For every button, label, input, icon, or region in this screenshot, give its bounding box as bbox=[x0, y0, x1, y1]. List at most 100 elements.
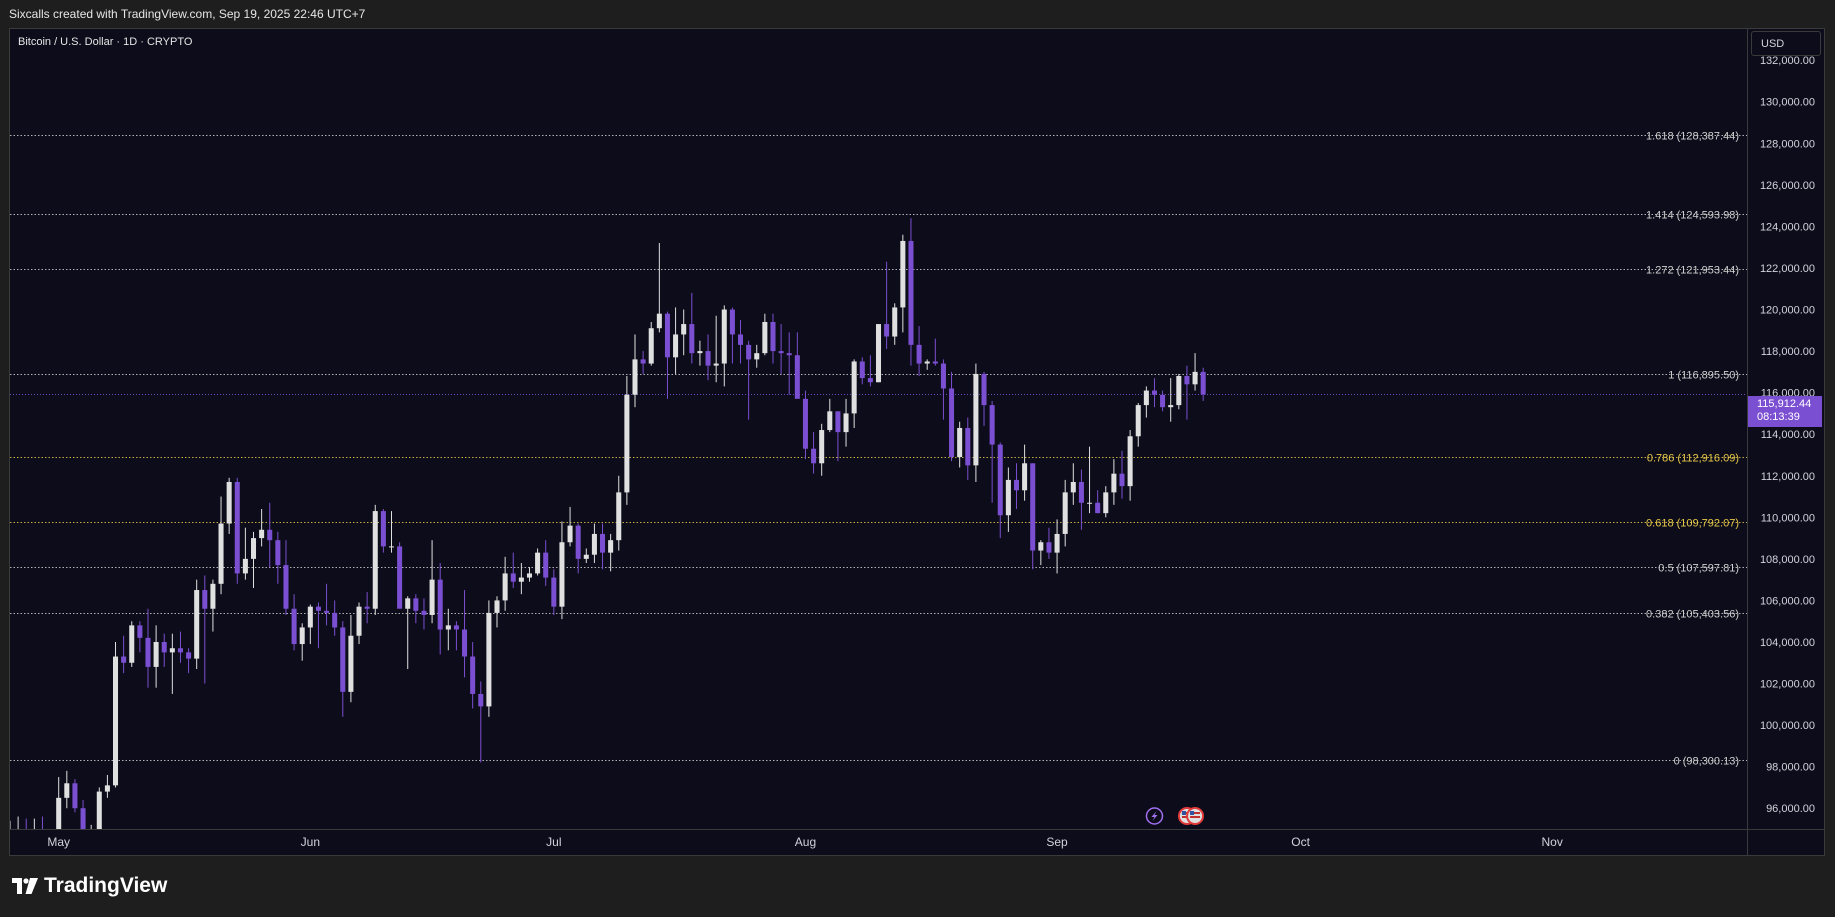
candle-body bbox=[486, 612, 492, 707]
candle-body bbox=[819, 430, 825, 464]
y-tick-label: 98,000.00 bbox=[1766, 762, 1815, 774]
candle-body bbox=[1192, 371, 1198, 385]
candle-body bbox=[778, 351, 784, 354]
bolt-glyph bbox=[1151, 811, 1158, 821]
y-tick-label: 120,000.00 bbox=[1760, 305, 1815, 317]
candle-body bbox=[981, 373, 987, 406]
currency-button[interactable]: USD bbox=[1751, 31, 1821, 56]
candle-body bbox=[177, 648, 183, 653]
candle-body bbox=[64, 783, 70, 798]
candle-body bbox=[640, 359, 646, 364]
candle-body bbox=[908, 240, 914, 345]
candle-body bbox=[202, 590, 208, 609]
candle-body bbox=[1030, 463, 1036, 551]
candle-body bbox=[940, 363, 946, 389]
candle-body bbox=[616, 492, 622, 541]
x-tick-label: Aug bbox=[795, 835, 816, 849]
attribution-text: Sixcalls created with TradingView.com, S… bbox=[9, 7, 366, 21]
candle-body bbox=[811, 448, 817, 464]
candle-body bbox=[1103, 492, 1109, 514]
candle-body bbox=[884, 324, 890, 337]
flag-canton bbox=[1190, 811, 1195, 815]
candle-body bbox=[226, 481, 232, 524]
candle-body bbox=[242, 558, 248, 574]
candle-body bbox=[1127, 436, 1133, 487]
fib-level-label: 1 (116,895.50) bbox=[1668, 370, 1739, 382]
tradingview-logo-icon bbox=[12, 878, 38, 894]
candle-body bbox=[137, 625, 143, 638]
candle-body bbox=[924, 361, 930, 364]
candle-body bbox=[673, 334, 679, 358]
y-tick-label: 114,000.00 bbox=[1761, 429, 1815, 441]
candle-body bbox=[315, 606, 321, 611]
x-tick-label: Nov bbox=[1542, 835, 1563, 849]
candle-body bbox=[1135, 405, 1141, 437]
tradingview-logo[interactable]: TradingView bbox=[12, 874, 167, 898]
candle-body bbox=[705, 351, 711, 366]
candle-body bbox=[583, 554, 589, 559]
candle-body bbox=[1095, 502, 1101, 514]
flag-stripe bbox=[1190, 812, 1201, 814]
x-tick-label: Sep bbox=[1046, 835, 1068, 849]
candle-body bbox=[356, 606, 362, 636]
y-tick-label: 128,000.00 bbox=[1760, 138, 1815, 150]
candle-body bbox=[762, 321, 768, 354]
candle-body bbox=[1070, 481, 1076, 493]
candle-body bbox=[494, 600, 500, 613]
candle-body bbox=[729, 309, 735, 335]
candle-body bbox=[567, 525, 573, 543]
candle-body bbox=[786, 353, 792, 356]
candle-body bbox=[1054, 533, 1060, 553]
candle-body bbox=[453, 625, 459, 630]
candle-body bbox=[656, 313, 662, 329]
candle-body bbox=[624, 394, 630, 493]
candle-body bbox=[275, 540, 281, 566]
fib-level-label: 0.5 (107,597.81) bbox=[1658, 563, 1739, 575]
candle-body bbox=[1184, 376, 1190, 385]
y-tick-label: 96,000.00 bbox=[1766, 803, 1815, 815]
candle-body bbox=[121, 656, 127, 663]
candle-body bbox=[324, 610, 330, 613]
candle-body bbox=[713, 363, 719, 366]
y-tick-label: 122,000.00 bbox=[1760, 263, 1815, 275]
candle-body bbox=[851, 361, 857, 414]
x-tick-label: Oct bbox=[1291, 835, 1310, 849]
candle-body bbox=[1119, 473, 1125, 487]
candle-body bbox=[608, 540, 614, 553]
x-tick-label: Jun bbox=[301, 835, 320, 849]
candle-body bbox=[892, 307, 898, 337]
lightning-event-icon[interactable] bbox=[1145, 807, 1164, 825]
candle-body bbox=[40, 829, 45, 844]
candle-body bbox=[502, 573, 508, 601]
last-price-value: 115,912.44 bbox=[1757, 398, 1812, 410]
candle-body bbox=[96, 791, 102, 829]
candle-body bbox=[388, 546, 395, 548]
candles-group bbox=[10, 218, 1206, 850]
candle-body bbox=[916, 344, 922, 364]
candle-body bbox=[835, 411, 841, 433]
candle-body bbox=[689, 324, 695, 354]
chart-panel[interactable] bbox=[9, 28, 1825, 856]
x-tick-label: Jul bbox=[546, 835, 561, 849]
candle-body bbox=[989, 405, 995, 445]
candle-body bbox=[721, 309, 727, 364]
candle-body bbox=[551, 577, 557, 607]
y-tick-label: 102,000.00 bbox=[1760, 679, 1815, 691]
candle-body bbox=[129, 625, 135, 663]
y-tick-label: 108,000.00 bbox=[1760, 554, 1815, 566]
candle-body bbox=[1013, 479, 1020, 491]
candle-body bbox=[24, 829, 29, 850]
candle-body bbox=[470, 656, 476, 694]
candle-body bbox=[332, 612, 338, 628]
fib-level-label: 0 (98,300.13) bbox=[1674, 756, 1739, 768]
candle-body bbox=[56, 797, 62, 829]
candle-body bbox=[997, 444, 1003, 516]
candle-body bbox=[80, 808, 86, 829]
candle-body bbox=[900, 240, 906, 308]
candle-body bbox=[843, 413, 849, 433]
candle-body bbox=[543, 552, 549, 578]
candle-body bbox=[965, 427, 971, 466]
candle-body bbox=[299, 627, 305, 645]
candle-body bbox=[1062, 492, 1068, 534]
